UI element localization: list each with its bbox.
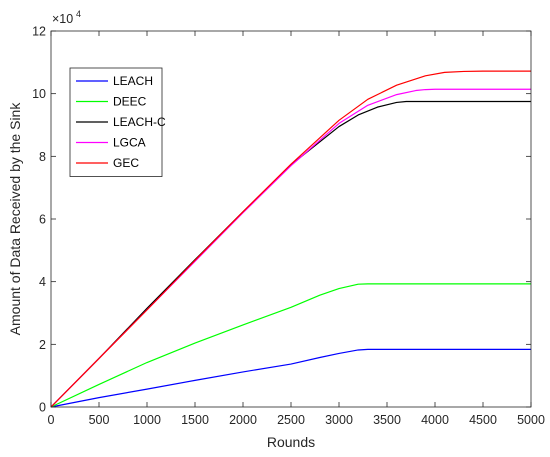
x-tick-label: 5000 — [517, 413, 545, 427]
y-tick-label: 4 — [39, 275, 46, 289]
legend-label: DEEC — [113, 95, 147, 109]
x-tick-label: 4000 — [421, 413, 449, 427]
legend-label: LGCA — [113, 136, 146, 150]
y-axis-label: Amount of Data Received by the Sink — [7, 102, 23, 336]
legend-label: GEC — [113, 156, 139, 170]
y-axis-ticks: 0 2 4 6 8 10 12 — [32, 25, 531, 415]
x-tick-label: 0 — [48, 413, 55, 427]
y-tick-label: 0 — [39, 401, 46, 415]
x-tick-label: 2500 — [277, 413, 305, 427]
x-tick-label: 3000 — [325, 413, 353, 427]
series-line-leach — [50, 348, 531, 408]
y-tick-label: 12 — [32, 25, 46, 39]
x-axis-ticks: 0 500 1000 1500 2000 2500 3000 3500 4000 4500 5000 — [48, 31, 545, 427]
y-tick-label: 8 — [39, 150, 46, 164]
x-axis-label: Rounds — [267, 434, 315, 450]
x-tick-label: 2000 — [229, 413, 257, 427]
y-exponent-base: ×10 — [52, 12, 73, 26]
y-axis-exponent: ×10 4 — [52, 9, 81, 26]
series-line-leach-c — [50, 100, 531, 408]
y-tick-label: 2 — [39, 338, 46, 352]
series-line-gec — [50, 70, 531, 408]
x-tick-label: 4500 — [469, 413, 497, 427]
legend: LEACH DEEC LEACH-C LGCA GEC — [69, 67, 166, 177]
series-line-deec — [50, 283, 531, 408]
series-layer — [50, 70, 531, 408]
x-tick-label: 1500 — [181, 413, 209, 427]
x-tick-label: 3500 — [373, 413, 401, 427]
y-exponent-power: 4 — [76, 9, 81, 19]
y-tick-label: 6 — [39, 213, 46, 227]
y-tick-label: 10 — [32, 87, 46, 101]
x-tick-label: 1000 — [133, 413, 161, 427]
x-tick-label: 500 — [89, 413, 110, 427]
legend-label: LEACH-C — [113, 115, 166, 129]
legend-label: LEACH — [113, 74, 153, 88]
